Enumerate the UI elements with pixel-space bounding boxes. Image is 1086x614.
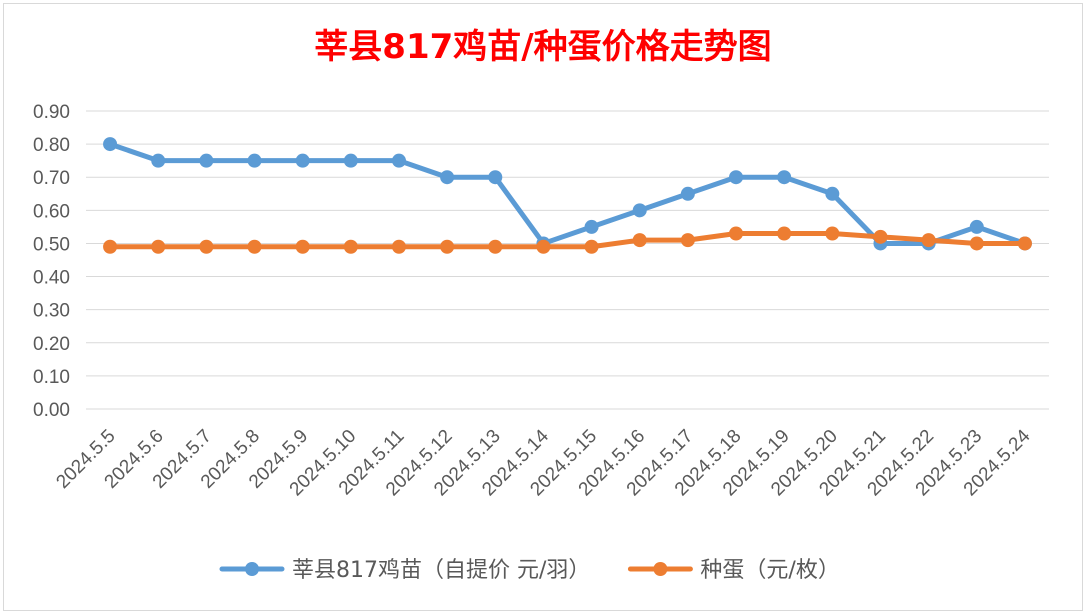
legend-marker-0 [245, 562, 259, 576]
data-point-0 [343, 153, 358, 168]
data-point-1 [969, 236, 984, 251]
y-tick-label: 0.80 [33, 135, 70, 156]
data-point-1 [632, 233, 647, 248]
data-point-1 [199, 239, 214, 254]
data-point-1 [440, 239, 455, 254]
data-point-1 [343, 239, 358, 254]
series-line-0 [107, 141, 1028, 246]
data-point-0 [680, 186, 695, 201]
x-axis-tick-labels: 2024.5.52024.5.62024.5.72024.5.82024.5.9… [52, 425, 1034, 500]
chart-title: 莘县817鸡苗/种蛋价格走势图 [314, 27, 771, 67]
legend: 莘县817鸡苗（自提价 元/羽） 种蛋（元/枚） [219, 558, 840, 583]
data-point-0 [729, 170, 744, 185]
data-point-0 [969, 219, 984, 234]
y-tick-label: 0.60 [33, 201, 70, 222]
data-point-1 [1017, 236, 1032, 251]
legend-label-1: 种蛋（元/枚） [700, 558, 839, 583]
data-point-0 [777, 170, 792, 185]
data-point-1 [873, 229, 888, 244]
data-point-1 [151, 239, 166, 254]
legend-marker-1 [653, 562, 668, 576]
y-tick-label: 0.50 [33, 234, 70, 255]
data-point-1 [536, 239, 551, 254]
data-point-1 [680, 233, 695, 248]
series-group [103, 137, 1032, 254]
data-point-0 [440, 170, 455, 185]
y-tick-label: 0.90 [33, 102, 70, 123]
data-point-0 [391, 153, 406, 168]
y-tick-label: 0.20 [33, 334, 70, 355]
data-point-1 [103, 239, 118, 254]
chart-frame [3, 3, 1083, 611]
data-point-1 [247, 239, 262, 254]
data-point-0 [247, 153, 262, 168]
data-point-1 [825, 226, 840, 241]
data-point-0 [103, 137, 118, 152]
y-tick-label: 0.30 [33, 301, 70, 322]
data-point-1 [295, 239, 310, 254]
data-point-1 [488, 239, 503, 254]
data-point-0 [295, 153, 310, 168]
data-point-1 [729, 226, 744, 241]
data-point-0 [151, 153, 166, 168]
y-tick-label: 0.70 [33, 168, 70, 189]
data-point-0 [584, 219, 599, 234]
data-point-1 [777, 226, 792, 241]
data-point-1 [391, 239, 406, 254]
data-point-1 [921, 233, 936, 248]
y-tick-label: 0.40 [33, 268, 70, 289]
data-point-0 [488, 170, 503, 185]
data-point-0 [199, 153, 214, 168]
y-axis-tick-labels: 0.00 0.10 0.20 0.30 0.40 0.50 0.60 0.70 0.80 0.90 [33, 102, 70, 421]
grid-lines [86, 110, 1049, 410]
y-tick-label: 0.00 [33, 400, 70, 421]
y-tick-label: 0.10 [33, 367, 70, 388]
data-point-1 [584, 239, 599, 254]
data-point-0 [632, 203, 647, 218]
series-line-1 [107, 231, 1028, 250]
legend-label-0: 莘县817鸡苗（自提价 元/羽） [292, 558, 590, 583]
data-point-0 [825, 186, 840, 201]
